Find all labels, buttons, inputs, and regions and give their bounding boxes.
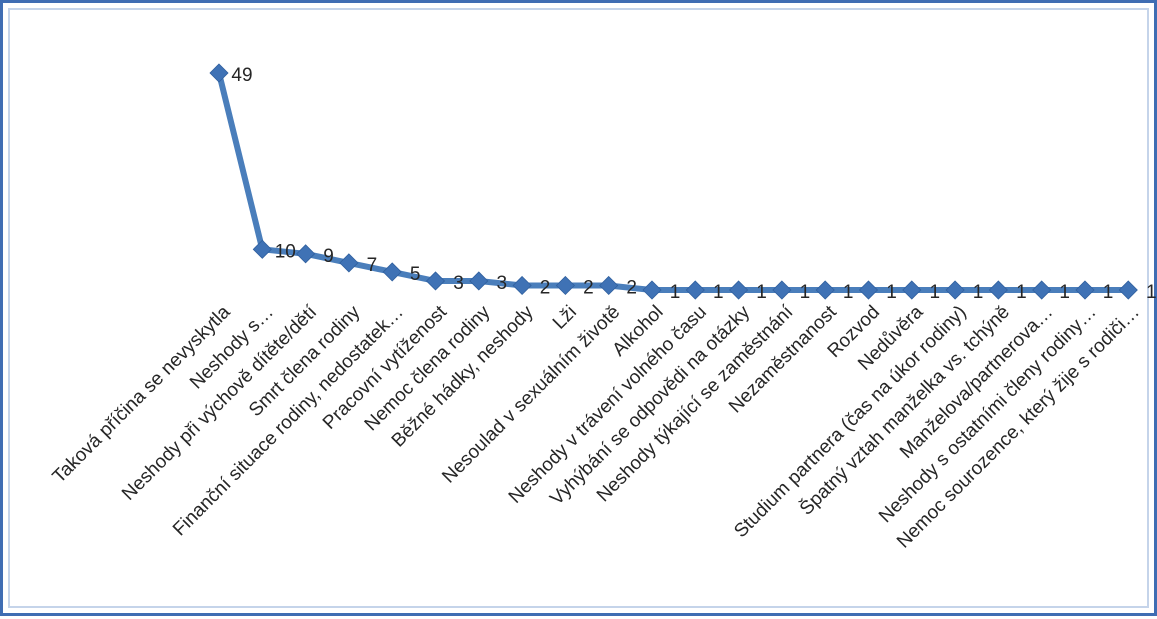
data-point-marker [382, 262, 402, 282]
data-point-marker [988, 280, 1008, 300]
data-label: 7 [367, 255, 378, 276]
data-label: 1 [713, 282, 724, 303]
data-label: 1 [756, 282, 767, 303]
data-point-marker [555, 275, 575, 296]
data-point-marker [729, 280, 749, 300]
data-label: 1 [843, 282, 854, 303]
x-tick-label: Taková příčina se nevyskytla [49, 301, 235, 487]
data-point-marker [1032, 280, 1052, 300]
data-label: 49 [231, 65, 252, 86]
data-point-marker [858, 280, 879, 300]
data-point-marker [512, 275, 532, 296]
data-label: 2 [583, 277, 594, 298]
data-point-marker [642, 280, 662, 300]
data-label: 1 [670, 282, 681, 303]
series-line-layer [216, 70, 1132, 293]
data-label: 1 [886, 282, 897, 303]
data-label-layer: 49 10 9 7 5 3 3 2 2 2 1 1 1 1 1 1 1 1 1 1 1 1 [231, 65, 1156, 303]
data-point-marker [296, 244, 316, 264]
data-label: 1 [930, 282, 941, 303]
data-point-marker [469, 271, 489, 291]
data-label: 3 [453, 273, 464, 294]
data-label: 2 [626, 277, 637, 298]
chart-frame-inner-border [8, 8, 1149, 608]
data-point-marker [815, 280, 835, 300]
data-label: 2 [540, 277, 551, 298]
series-line [216, 70, 1132, 293]
data-point-marker [339, 253, 359, 273]
data-point-marker [945, 280, 965, 300]
data-point-marker [772, 280, 792, 300]
data-label: 9 [323, 246, 334, 267]
data-label: 1 [973, 282, 984, 303]
data-point-marker [252, 239, 272, 259]
data-label: 1 [1016, 282, 1027, 303]
data-point-marker [599, 275, 619, 296]
data-label: 5 [410, 264, 421, 285]
data-label: 1 [1103, 282, 1114, 303]
data-point-marker [1075, 280, 1095, 300]
data-point-marker [685, 280, 705, 300]
data-point-marker [1118, 280, 1138, 300]
data-label: 1 [1059, 282, 1070, 303]
data-point-marker [425, 271, 446, 291]
x-tick-label: Lži [549, 302, 581, 334]
data-label: 1 [800, 282, 811, 303]
data-point-marker [209, 63, 229, 83]
data-point-marker [902, 280, 922, 300]
data-label: 1 [1146, 282, 1157, 303]
data-label: 3 [497, 273, 508, 294]
line-chart: 49 10 9 7 5 3 3 2 2 2 1 1 1 1 1 1 1 1 1 1 1 1 Taková příčina … [49, 63, 1157, 552]
data-label: 10 [275, 241, 296, 262]
marker-layer [209, 63, 1138, 300]
